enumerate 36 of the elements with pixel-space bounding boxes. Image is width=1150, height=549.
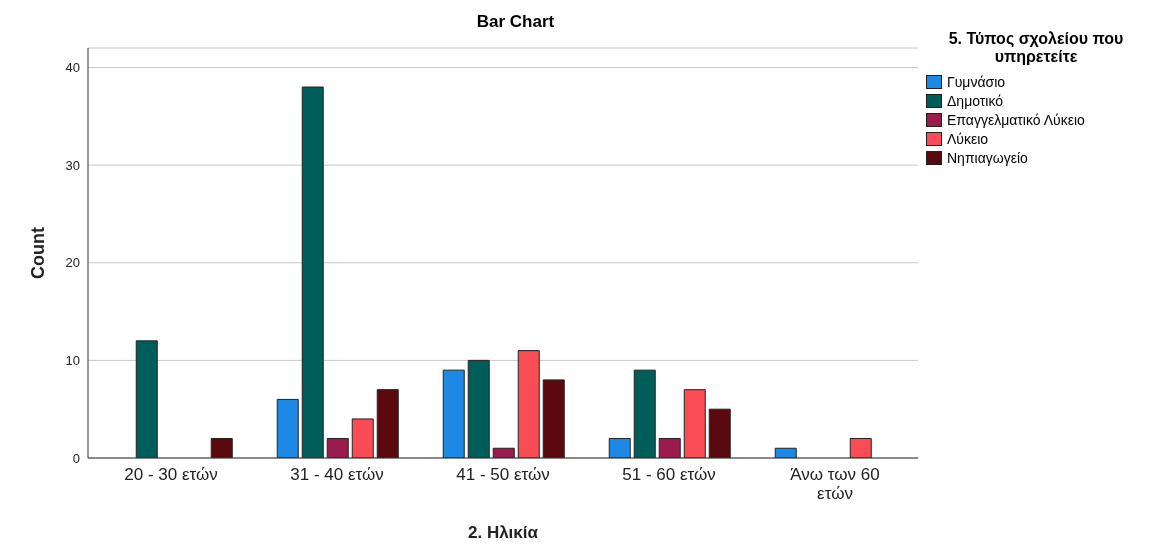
bar bbox=[849, 437, 872, 458]
bar bbox=[210, 437, 233, 458]
x-axis-title: 2. Ηλικία bbox=[467, 523, 539, 542]
bar bbox=[467, 359, 490, 458]
x-tick-label: 20 - 30 ετών bbox=[124, 465, 218, 484]
bar bbox=[633, 369, 656, 458]
x-tick-label: 51 - 60 ετών bbox=[622, 465, 716, 484]
bar bbox=[301, 86, 324, 458]
legend-label: Λύκειο bbox=[947, 130, 989, 147]
bar bbox=[683, 389, 706, 458]
bar bbox=[376, 389, 399, 458]
bar bbox=[135, 340, 158, 458]
legend-label: Δημοτικό bbox=[947, 92, 1004, 109]
bar bbox=[658, 437, 681, 458]
y-tick-label: 40 bbox=[65, 60, 80, 76]
bar bbox=[351, 418, 374, 458]
bar bbox=[326, 437, 349, 458]
bar bbox=[542, 379, 565, 458]
x-tick-label: Άνω των 60 ετών bbox=[790, 465, 880, 503]
bar bbox=[708, 408, 731, 458]
y-tick-label: 20 bbox=[65, 255, 80, 271]
bar bbox=[608, 437, 631, 458]
y-axis-title: Count bbox=[28, 227, 49, 279]
y-tick-label: 30 bbox=[65, 157, 80, 173]
legend-label: Νηπιαγωγείο bbox=[947, 149, 1028, 166]
x-tick-label: 41 - 50 ετών bbox=[456, 465, 550, 484]
bar bbox=[276, 398, 299, 458]
bar bbox=[517, 350, 540, 458]
legend-label: Γυμνάσιο bbox=[947, 73, 1006, 90]
chart-title: Bar Chart bbox=[475, 12, 556, 32]
x-tick-label: 31 - 40 ετών bbox=[290, 465, 384, 484]
legend-label: Επαγγελματικό Λύκειο bbox=[947, 111, 1085, 128]
y-tick-label: 0 bbox=[72, 450, 80, 466]
y-tick-label: 10 bbox=[65, 353, 80, 368]
legend-title: 5. Τύπος σχολείου που υπηρετείτε bbox=[947, 30, 1125, 66]
bar bbox=[442, 369, 465, 458]
